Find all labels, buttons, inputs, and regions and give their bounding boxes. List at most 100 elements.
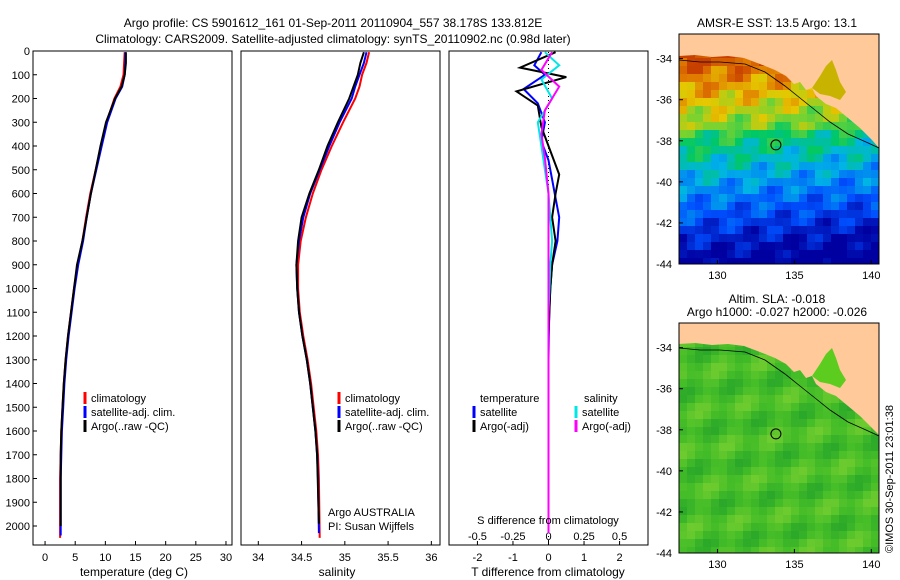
heat-cell <box>799 162 807 170</box>
heat-cell <box>687 379 695 387</box>
heat-cell <box>711 66 719 74</box>
heat-cell <box>687 74 695 82</box>
map-y-tick-label-4: -42 <box>656 507 672 519</box>
heat-cell <box>719 523 727 531</box>
heat-cell <box>703 491 711 499</box>
heat-cell <box>791 210 799 218</box>
heat-cell <box>807 539 815 547</box>
heat-cell <box>679 427 687 435</box>
heat-cell <box>767 435 775 443</box>
heat-cell <box>871 491 879 499</box>
heat-cell <box>775 427 783 435</box>
heat-cell <box>807 419 815 427</box>
heat-cell <box>687 451 695 459</box>
heat-cell <box>871 435 879 443</box>
heat-cell <box>679 547 687 553</box>
heat-cell <box>775 178 783 186</box>
heat-cell <box>823 435 831 443</box>
heat-cell <box>871 475 879 483</box>
heat-cell <box>831 146 839 154</box>
heat-cell <box>775 403 783 411</box>
heat-cell <box>711 218 719 226</box>
heat-cell <box>743 58 751 66</box>
heat-cell <box>695 539 703 547</box>
heat-cell <box>687 226 695 234</box>
y-tick-label-20: 2000 <box>6 521 30 533</box>
heat-cell <box>871 242 879 250</box>
heat-cell <box>735 451 743 459</box>
heat-cell <box>791 186 799 194</box>
heat-cell <box>735 234 743 242</box>
sla-map-contour <box>679 347 879 437</box>
map-x-tick-label-1: 135 <box>785 270 803 282</box>
heat-cell <box>759 226 767 234</box>
heat-cell <box>727 210 735 218</box>
map-y-tick-label-5: -44 <box>656 548 672 560</box>
heat-cell <box>695 411 703 419</box>
heat-cell <box>695 363 703 371</box>
heat-cell <box>831 547 839 553</box>
heat-cell <box>679 531 687 539</box>
heat-cell <box>775 379 783 387</box>
heat-cell <box>751 66 759 74</box>
sst-map-frame <box>678 33 880 265</box>
heat-cell <box>855 234 863 242</box>
heat-cell <box>703 507 711 515</box>
heat-cell <box>727 515 735 523</box>
heat-cell <box>839 162 847 170</box>
y-tick-label-3: 300 <box>12 117 30 129</box>
heat-cell <box>831 170 839 178</box>
heat-cell <box>863 547 871 553</box>
heat-cell <box>719 258 727 264</box>
heat-cell <box>735 371 743 379</box>
heat-cell <box>815 210 823 218</box>
heat-cell <box>735 58 743 66</box>
heat-cell <box>847 162 855 170</box>
heat-cell <box>847 138 855 146</box>
y-tick-label-8: 800 <box>12 236 30 248</box>
heat-cell <box>847 258 855 264</box>
x2-tick-label-1: -0.25 <box>500 531 525 543</box>
heat-cell <box>871 459 879 467</box>
heat-cell <box>751 202 759 210</box>
heat-cell <box>727 234 735 242</box>
heat-cell <box>703 250 711 258</box>
heat-cell <box>839 403 847 411</box>
heat-cell <box>743 98 751 106</box>
heat-cell <box>719 483 727 491</box>
heat-cell <box>735 90 743 98</box>
heat-cell <box>711 411 719 419</box>
heat-cell <box>719 98 727 106</box>
heat-cell <box>711 226 719 234</box>
heat-cell <box>727 170 735 178</box>
heat-cell <box>855 539 863 547</box>
heat-cell <box>711 250 719 258</box>
heat-cell <box>767 90 775 98</box>
heat-cell <box>839 547 847 553</box>
heat-cell <box>751 154 759 162</box>
heat-cell <box>687 98 695 106</box>
heat-cell <box>847 523 855 531</box>
heat-cell <box>719 218 727 226</box>
heat-cell <box>775 435 783 443</box>
heat-cell <box>743 387 751 395</box>
heat-cell <box>871 499 879 507</box>
heat-cell <box>799 250 807 258</box>
heat-cell <box>847 154 855 162</box>
heat-cell <box>719 515 727 523</box>
heat-cell <box>751 539 759 547</box>
heat-cell <box>847 186 855 194</box>
heat-cell <box>847 122 855 130</box>
heat-cell <box>823 483 831 491</box>
heat-cell <box>783 98 791 106</box>
x-tick-label-salinity-3: 35.5 <box>377 552 398 564</box>
heat-cell <box>679 122 687 130</box>
heat-cell <box>831 427 839 435</box>
heat-cell <box>791 138 799 146</box>
heat-cell <box>719 435 727 443</box>
heat-cell <box>759 419 767 427</box>
heat-cell <box>743 178 751 186</box>
heat-cell <box>799 226 807 234</box>
heat-cell <box>751 387 759 395</box>
heat-cell <box>719 395 727 403</box>
